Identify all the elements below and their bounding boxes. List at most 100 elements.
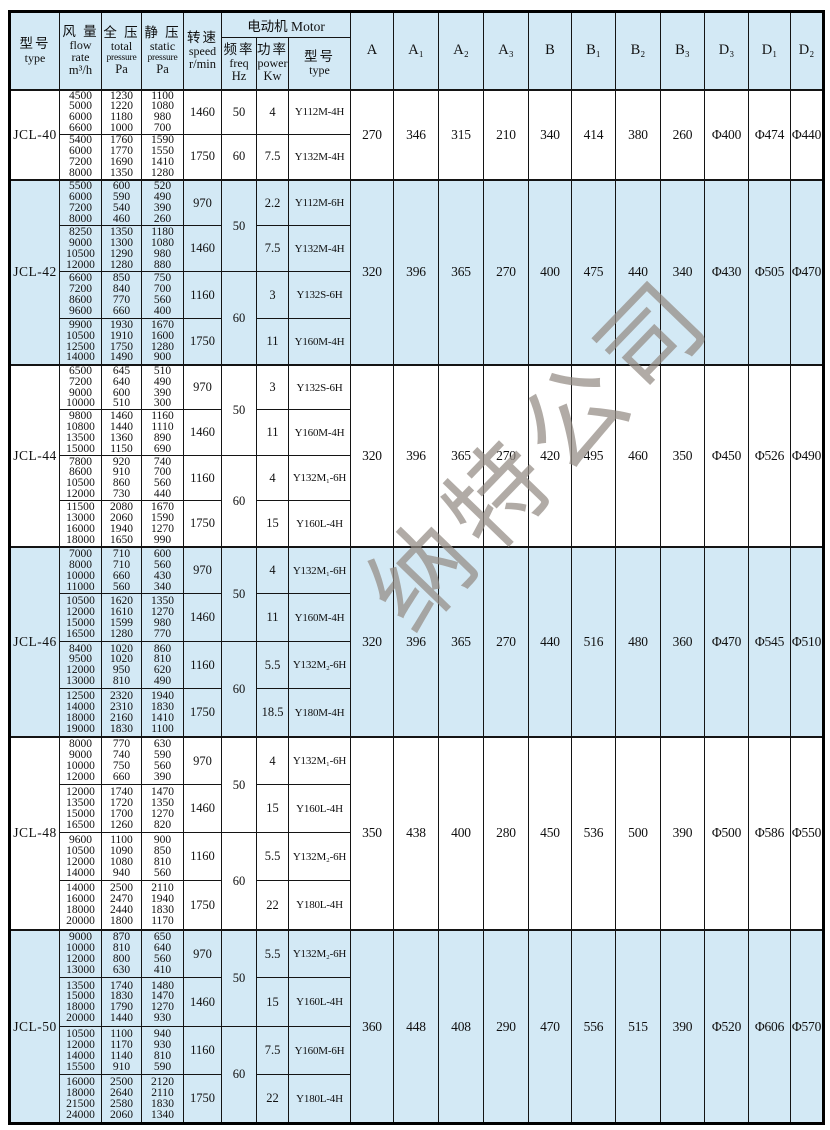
- text-line: 360: [362, 1018, 382, 1034]
- text-line: Φ526: [754, 447, 785, 463]
- motor-model-cell: Y160L-4H: [288, 977, 351, 1028]
- text-line: 60: [232, 493, 246, 508]
- static-pressure-values-cell: 1670 1600 1280 900: [141, 318, 184, 366]
- total-pressure-values-cell: 1930 1910 1750 1490: [101, 318, 142, 366]
- text-line: 7800: [69, 455, 92, 468]
- flow-values-cell: 9900 10500 12500 14000: [59, 318, 102, 366]
- text-line: 7000: [69, 547, 92, 560]
- text-line: 10500: [66, 329, 95, 342]
- text-line: 560: [153, 953, 172, 966]
- text-line: 21500: [66, 1097, 95, 1110]
- text-line: 1160: [190, 657, 215, 672]
- text-line: 440: [153, 488, 172, 501]
- text-line: 6000: [69, 191, 92, 204]
- speed-cell: 1750: [183, 688, 222, 738]
- flow-values-cell: 8000 9000 10000 12000: [59, 735, 102, 786]
- total-pressure-values-cell: 850 840 770 660: [101, 271, 142, 320]
- power-cell: 5.5: [256, 641, 289, 690]
- text-line: 770: [112, 294, 131, 307]
- text-line: 940: [112, 866, 131, 879]
- dim-value-cell-d2: Φ470: [790, 178, 824, 366]
- model-cell: JCL-50: [9, 928, 60, 1125]
- text-line: 365: [451, 447, 471, 463]
- dim-value-cell-d3: Φ430: [704, 178, 749, 366]
- text-line: 340: [540, 126, 560, 142]
- text-line: 1080: [110, 855, 133, 868]
- text-line: 870: [112, 931, 131, 944]
- power-cell: 3: [256, 271, 289, 320]
- motor-model-cell: Y180L-4H: [288, 880, 351, 931]
- text-line: 940: [153, 1028, 172, 1041]
- text-line: 7200: [69, 202, 92, 214]
- text-line: Φ606: [754, 1018, 785, 1034]
- text-line: 1300: [110, 236, 133, 249]
- speed-cell: 1750: [183, 318, 222, 366]
- text-line: 420: [540, 447, 560, 463]
- text-line: 4: [269, 104, 276, 119]
- text-line: 660: [112, 569, 131, 582]
- text-line: 750: [153, 272, 172, 285]
- frequency-cell: 50: [221, 363, 257, 457]
- text-line: Y180M-4H: [294, 706, 345, 719]
- dim-value-cell-d3: Φ470: [704, 545, 749, 738]
- text-line: 1270: [151, 605, 174, 618]
- power-cell: 18.5: [256, 688, 289, 738]
- text-line: 转速: [187, 29, 218, 45]
- text-line: 600: [112, 386, 131, 399]
- dim-value-cell-d3: Φ450: [704, 363, 749, 548]
- dim-value-cell-a3: 270: [483, 363, 529, 548]
- frequency-cell: 60: [221, 455, 257, 548]
- text-line: 11: [266, 610, 279, 625]
- flow-values-cell: 14000 16000 18000 20000: [59, 880, 102, 931]
- text-line: 11: [266, 334, 279, 348]
- static-pressure-values-cell: 940 930 810 590: [141, 1026, 184, 1076]
- text-line: 9600: [69, 834, 92, 847]
- text-line: 1100: [151, 722, 174, 735]
- motor-model-cell: Y180L-4H: [288, 1074, 351, 1125]
- text-line: 1590: [151, 511, 174, 524]
- motor-model-cell: Y160M-4H: [288, 318, 351, 366]
- text-line: 8250: [69, 225, 92, 238]
- text-line: 900: [153, 834, 172, 847]
- total-pressure-values-cell: 600 590 540 460: [101, 178, 142, 227]
- text-line: 14000: [66, 700, 95, 713]
- static-pressure-values-cell: 860 810 620 490: [141, 641, 184, 690]
- text-line: 2060: [110, 1108, 133, 1121]
- text-line: 700: [153, 283, 172, 296]
- text-line: 14000: [66, 351, 95, 364]
- power-cell: 11: [256, 409, 289, 457]
- text-line: 890: [153, 431, 172, 444]
- dim-value-cell-b1: 475: [571, 178, 616, 366]
- text-line: 414: [583, 126, 604, 142]
- text-line: 1460: [190, 241, 215, 256]
- dim-value-cell-a: 320: [350, 545, 394, 738]
- text-line: 290: [496, 1018, 516, 1034]
- text-line: 690: [153, 442, 172, 455]
- header-model: 型号 type: [9, 11, 60, 90]
- text-line: 7.5: [264, 149, 281, 164]
- text-line: Φ440: [791, 126, 822, 142]
- text-line: 1440: [110, 420, 133, 433]
- text-line: 516: [583, 633, 604, 649]
- text-line: 2500: [110, 1076, 133, 1089]
- static-pressure-values-cell: 1100 1080 980 700: [141, 88, 184, 136]
- dim-value-cell-a: 320: [350, 363, 394, 548]
- text-line: JCL-46: [13, 633, 57, 649]
- text-line: 1800: [110, 915, 133, 928]
- motor-model-cell: Y160M-4H: [288, 409, 351, 457]
- text-line: 12500: [66, 689, 95, 702]
- text-line: 270: [496, 447, 516, 463]
- text-line: Φ470: [711, 633, 742, 649]
- text-line: Y180L-4H: [296, 1092, 343, 1105]
- motor-model-cell: Y112M-4H: [288, 88, 351, 136]
- text-line: Φ570: [791, 1018, 822, 1034]
- total-pressure-values-cell: 770 740 750 660: [101, 735, 142, 786]
- speed-cell: 1460: [183, 225, 222, 273]
- text-line: 15: [266, 801, 279, 816]
- text-line: JCL-40: [13, 126, 57, 142]
- dim-value-cell-b: 450: [528, 735, 572, 931]
- total-pressure-values-cell: 2320 2310 2160 1830: [101, 688, 142, 738]
- text-line: 12000: [66, 786, 95, 799]
- frequency-cell: 50: [221, 545, 257, 643]
- text-line: 1170: [151, 915, 174, 928]
